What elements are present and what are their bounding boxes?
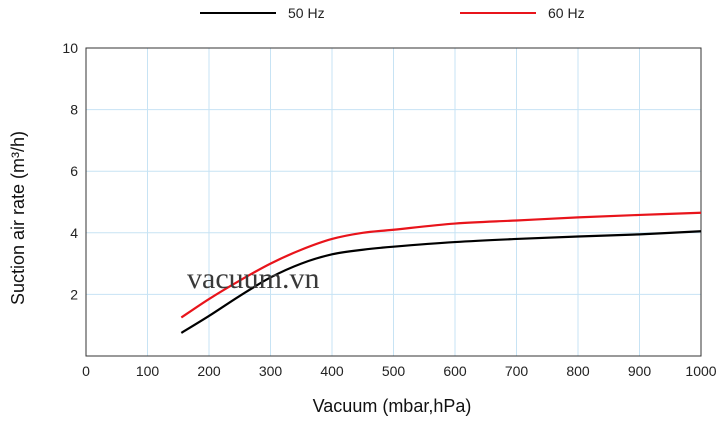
x-tick-label: 300	[259, 363, 283, 379]
x-axis-label: Vacuum (mbar,hPa)	[313, 396, 472, 416]
gridlines	[86, 48, 701, 356]
x-tick-label: 600	[443, 363, 467, 379]
y-tick-label: 10	[62, 40, 78, 56]
x-tick-label: 100	[136, 363, 160, 379]
x-tick-label: 500	[382, 363, 406, 379]
legend: 50 Hz 60 Hz	[200, 5, 585, 21]
y-tick-label: 4	[70, 225, 78, 241]
y-tick-label: 2	[70, 286, 78, 302]
x-tick-label: 0	[82, 363, 90, 379]
watermark-text: vacuum.vn	[187, 262, 319, 295]
legend-label-50hz: 50 Hz	[288, 5, 325, 21]
x-tick-label: 400	[320, 363, 344, 379]
x-tick-label: 900	[628, 363, 652, 379]
x-tick-label: 200	[197, 363, 221, 379]
y-tick-label: 6	[70, 163, 78, 179]
y-tick-label: 8	[70, 102, 78, 118]
series-lines	[180, 211, 702, 334]
legend-label-60hz: 60 Hz	[548, 5, 585, 21]
x-tick-label: 700	[505, 363, 529, 379]
plot-frame	[85, 47, 702, 357]
y-tick-labels: 2 4 6 8 10	[62, 40, 78, 302]
x-tick-label: 1000	[685, 363, 716, 379]
y-axis-label: Suction air rate (m³/h)	[8, 131, 28, 305]
plot-border	[85, 47, 702, 357]
series-line-60hz	[180, 211, 702, 319]
series-line-50hz	[180, 230, 702, 334]
x-tick-label: 800	[566, 363, 590, 379]
x-tick-labels: 0 100 200 300 400 500 600 700 800 900 1000	[82, 363, 717, 379]
